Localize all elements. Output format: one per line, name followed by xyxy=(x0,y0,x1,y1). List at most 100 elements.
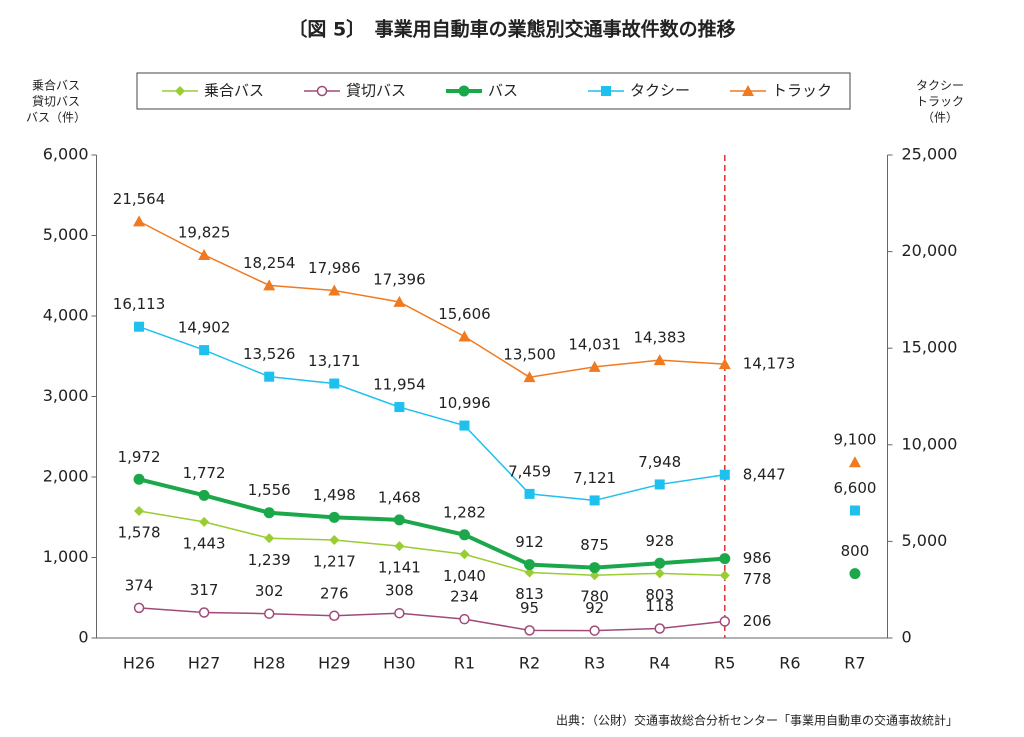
y-tick-label: 0 xyxy=(78,628,88,647)
y-tick-label: 6,000 xyxy=(43,145,89,164)
data-label: 11,954 xyxy=(373,376,426,394)
data-point xyxy=(654,568,665,579)
data-label: 1,282 xyxy=(443,503,486,521)
legend-label: 貸切バス xyxy=(346,82,406,100)
data-point xyxy=(589,495,600,506)
data-point xyxy=(719,553,731,565)
legend-marker xyxy=(742,85,754,96)
data-label: 374 xyxy=(125,576,154,594)
data-point xyxy=(719,570,730,581)
legend-label: トラック xyxy=(772,82,832,100)
x-tick-label: H26 xyxy=(123,654,155,673)
data-label: 1,468 xyxy=(378,488,421,506)
source: 出典：（公財）交通事故総合分析センター「事業用自動車の交通事故統計」 xyxy=(556,713,958,728)
legend-marker xyxy=(175,86,185,96)
data-label: 780 xyxy=(580,588,609,606)
series-line xyxy=(138,607,725,632)
data-label: 7,948 xyxy=(638,453,681,471)
data-label: 16,113 xyxy=(113,295,166,313)
data-label: 276 xyxy=(320,584,349,602)
data-label: 302 xyxy=(255,582,284,600)
data-label: 1,972 xyxy=(118,448,161,466)
data-point xyxy=(589,562,601,574)
data-label: 118 xyxy=(645,597,674,615)
data-label: 803 xyxy=(645,586,674,604)
data-label: 813 xyxy=(515,585,544,603)
data-point xyxy=(654,557,666,569)
data-label: 14,902 xyxy=(178,319,231,337)
y2-tick-label: 0 xyxy=(902,628,912,647)
data-point xyxy=(329,535,340,546)
x-tick-label: H28 xyxy=(253,654,285,673)
y-axis-label: 貸切バス xyxy=(32,94,80,109)
y-tick-label: 1,000 xyxy=(43,547,89,566)
x-tick-label: R5 xyxy=(714,654,735,673)
y2-tick-label: 15,000 xyxy=(902,338,958,357)
data-label: 1,498 xyxy=(313,486,356,504)
data-point xyxy=(588,360,601,372)
data-label: 17,396 xyxy=(373,270,426,288)
y2-tick-label: 25,000 xyxy=(902,145,958,164)
data-label: 986 xyxy=(743,549,772,567)
data-label: 14,031 xyxy=(568,335,621,353)
data-point xyxy=(198,607,210,618)
data-point xyxy=(458,529,470,541)
data-point xyxy=(134,321,145,332)
data-point xyxy=(589,625,600,636)
series-line xyxy=(138,510,725,577)
data-label: 1,578 xyxy=(118,523,161,541)
y2-axis-label: トラック xyxy=(916,95,964,109)
data-label: 92 xyxy=(585,599,604,617)
x-tick-label: H30 xyxy=(383,654,415,673)
data-point xyxy=(263,608,275,619)
x-tick-label: R3 xyxy=(584,654,605,673)
data-point xyxy=(198,248,211,260)
data-label: 7,459 xyxy=(508,462,551,480)
data-label: 1,239 xyxy=(248,551,291,569)
data-label: 14,173 xyxy=(743,355,796,373)
data-point xyxy=(848,456,861,468)
y-axis-label: 乗合バス xyxy=(32,78,80,93)
data-point xyxy=(329,378,340,389)
data-point xyxy=(654,623,665,634)
y2-tick-label: 5,000 xyxy=(902,531,948,550)
data-label: 7,121 xyxy=(573,469,616,487)
data-point xyxy=(459,549,470,560)
data-label: 15,606 xyxy=(438,305,491,323)
x-tick-label: R6 xyxy=(779,654,800,673)
y2-axis-label: タクシー xyxy=(916,79,964,93)
data-point xyxy=(524,559,536,571)
data-label: 9,100 xyxy=(833,431,876,449)
data-point xyxy=(719,469,730,480)
y2-axis-label: （件） xyxy=(922,111,958,125)
data-point xyxy=(198,489,210,501)
data-point xyxy=(524,625,535,636)
y-tick-label: 5,000 xyxy=(43,225,89,244)
data-label: 13,526 xyxy=(243,345,296,363)
data-point xyxy=(459,420,470,431)
data-label: 875 xyxy=(580,536,609,554)
y2-tick-label: 10,000 xyxy=(902,434,958,453)
data-point xyxy=(524,488,535,499)
data-label: 18,254 xyxy=(243,254,296,272)
data-label: 206 xyxy=(743,612,772,630)
data-point xyxy=(393,295,406,307)
y2-tick-label: 20,000 xyxy=(902,241,958,260)
y-tick-label: 2,000 xyxy=(43,467,89,486)
data-point xyxy=(589,570,600,581)
data-label: 1,217 xyxy=(313,553,356,571)
data-point xyxy=(849,505,860,516)
legend-label: 乗合バス xyxy=(204,82,264,100)
x-tick-label: H29 xyxy=(318,654,350,673)
x-tick-label: H27 xyxy=(188,654,220,673)
data-point xyxy=(328,511,340,523)
data-point xyxy=(653,354,666,366)
legend-marker xyxy=(316,85,328,97)
data-point xyxy=(328,284,341,296)
data-point xyxy=(133,473,145,485)
legend-label: バス xyxy=(488,82,518,100)
data-label: 234 xyxy=(450,588,479,606)
data-point xyxy=(264,371,275,382)
data-point xyxy=(263,279,276,291)
